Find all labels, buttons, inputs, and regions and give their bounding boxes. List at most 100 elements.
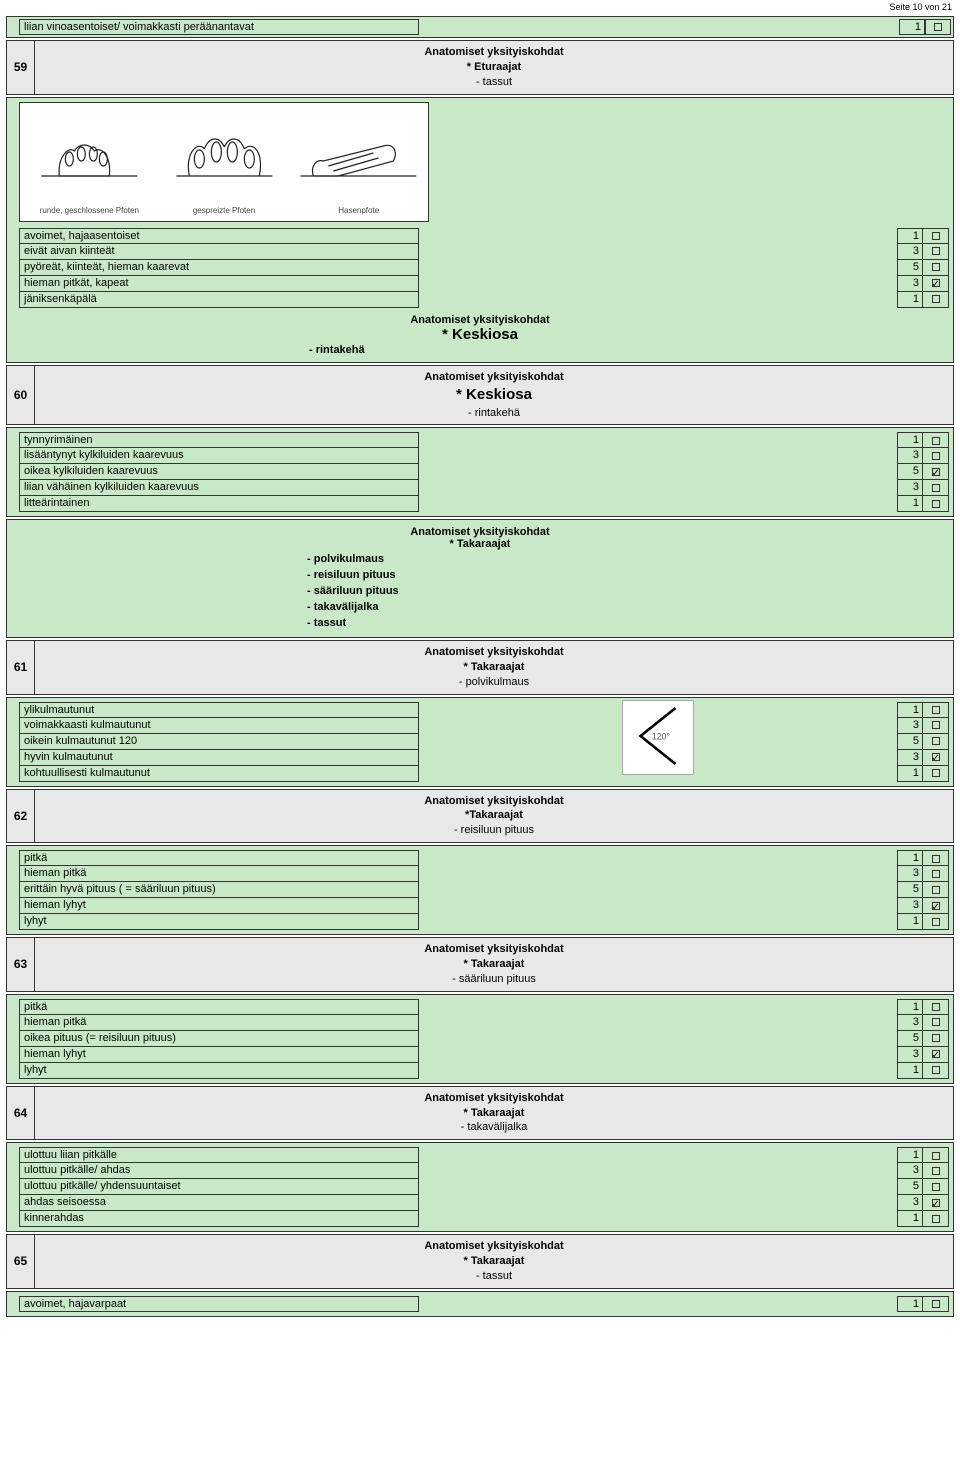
option-score: 5: [897, 1031, 923, 1047]
table-row: ahdas seisoessa3: [19, 1195, 949, 1211]
table-row: oikea pituus (= reisiluun pituus)5: [19, 1031, 949, 1047]
top-row: liian vinoasentoiset/ voimakkasti perään…: [6, 16, 954, 38]
section-title: Anatomiset yksityiskohdat* Eturaajat- ta…: [35, 41, 953, 94]
option-checkbox[interactable]: [923, 276, 949, 292]
option-label: kinnerahdas: [19, 1211, 419, 1227]
option-checkbox[interactable]: [923, 1147, 949, 1163]
option-checkbox[interactable]: [923, 480, 949, 496]
table-row: litteärintainen 1: [19, 496, 949, 512]
table-row: pitkä 1: [19, 999, 949, 1015]
option-score: 3: [897, 480, 923, 496]
option-checkbox[interactable]: [923, 999, 949, 1015]
option-score: 1: [897, 1147, 923, 1163]
option-checkbox[interactable]: [923, 260, 949, 276]
table-row: lyhyt1: [19, 1063, 949, 1079]
table-row: pitkä1: [19, 850, 949, 866]
option-label: lisääntynyt kylkiluiden kaarevuus: [19, 448, 419, 464]
option-score: 1: [897, 496, 923, 512]
option-score: 1: [897, 1296, 923, 1312]
section-body-63: pitkä1hieman pitkä3oikea pituus (= reisi…: [6, 994, 954, 1084]
option-label: erittäin hyvä pituus ( = sääriluun pituu…: [19, 882, 419, 898]
option-score: 5: [897, 464, 923, 480]
option-checkbox[interactable]: [923, 750, 949, 766]
option-checkbox[interactable]: [923, 1015, 949, 1031]
option-label: liian vähäinen kylkiluiden kaarevuus: [19, 480, 419, 496]
option-checkbox[interactable]: [923, 448, 949, 464]
option-checkbox[interactable]: [923, 292, 949, 308]
section-title: Anatomiset yksityiskohdat* Takaraajat- s…: [35, 938, 953, 991]
table-row: pyöreät, kiinteät, hieman kaarevat5: [19, 260, 949, 276]
option-checkbox[interactable]: [923, 734, 949, 750]
option-checkbox[interactable]: [923, 882, 949, 898]
option-label: avoimet, hajavarpaat: [19, 1296, 419, 1312]
option-checkbox[interactable]: [923, 898, 949, 914]
table-row: hieman lyhyt3: [19, 1047, 949, 1063]
option-checkbox[interactable]: [923, 1195, 949, 1211]
option-rows: ulottuu liian pitkälle1ulottuu pitkälle/…: [9, 1145, 951, 1229]
option-score: 1: [897, 1211, 923, 1227]
option-checkbox[interactable]: [923, 432, 949, 448]
table-row: hieman lyhyt3: [19, 898, 949, 914]
table-row: hieman pitkät, kapeat3: [19, 276, 949, 292]
section-header-62: 62Anatomiset yksityiskohdat*Takaraajat- …: [6, 789, 954, 844]
option-checkbox[interactable]: [923, 1047, 949, 1063]
top-row-checkbox[interactable]: [925, 19, 951, 35]
option-score: 1: [897, 292, 923, 308]
option-checkbox[interactable]: [923, 496, 949, 512]
option-checkbox[interactable]: [923, 1296, 949, 1312]
option-checkbox[interactable]: [923, 464, 949, 480]
section-body-60: tynnyrimäinen1lisääntynyt kylkiluiden ka…: [6, 427, 954, 517]
section-header-65: 65Anatomiset yksityiskohdat* Takaraajat-…: [6, 1234, 954, 1289]
option-label: ulottuu pitkälle/ ahdas: [19, 1163, 419, 1179]
option-score: 1: [897, 850, 923, 866]
section-body-62: pitkä1hieman pitkä3erittäin hyvä pituus …: [6, 845, 954, 935]
option-score: 1: [897, 766, 923, 782]
option-rows: pitkä1hieman pitkä3oikea pituus (= reisi…: [9, 997, 951, 1081]
option-score: 3: [897, 1047, 923, 1063]
option-label: ylikulmautunut: [19, 702, 419, 718]
table-row: lisääntynyt kylkiluiden kaarevuus 3: [19, 448, 949, 464]
option-label: lyhyt: [19, 1063, 419, 1079]
option-checkbox[interactable]: [923, 1179, 949, 1195]
section-title: Anatomiset yksityiskohdat* Takaraajat- t…: [35, 1235, 953, 1288]
table-row: kinnerahdas 1: [19, 1211, 949, 1227]
option-score: 1: [897, 999, 923, 1015]
option-label: litteärintainen: [19, 496, 419, 512]
option-score: 5: [897, 1179, 923, 1195]
svg-text:120°: 120°: [652, 731, 670, 741]
option-label: lyhyt: [19, 914, 419, 930]
option-score: 1: [897, 228, 923, 244]
option-checkbox[interactable]: [923, 718, 949, 734]
table-row: avoimet, hajaasentoiset1: [19, 228, 949, 244]
option-checkbox[interactable]: [923, 228, 949, 244]
option-label: pitkä: [19, 999, 419, 1015]
option-checkbox[interactable]: [923, 244, 949, 260]
option-checkbox[interactable]: [923, 866, 949, 882]
table-row: erittäin hyvä pituus ( = sääriluun pituu…: [19, 882, 949, 898]
option-rows: ylikulmautunut 1 voimakkaasti kulmautunut 3…: [9, 700, 951, 784]
option-score: 3: [897, 750, 923, 766]
option-score: 1: [897, 914, 923, 930]
option-checkbox[interactable]: [923, 1211, 949, 1227]
section-body-59: runde, geschlossene Pfotengespreizte Pfo…: [6, 97, 954, 364]
table-row: ylikulmautunut 1: [19, 702, 949, 718]
option-score: 1: [897, 702, 923, 718]
option-checkbox[interactable]: [923, 850, 949, 866]
section-title: Anatomiset yksityiskohdat* Keskiosa- rin…: [35, 366, 953, 424]
top-row-score: 1: [899, 19, 925, 35]
table-row: kohtuullisesti kulmautunut1: [19, 766, 949, 782]
option-score: 3: [897, 448, 923, 464]
option-label: voimakkaasti kulmautunut: [19, 718, 419, 734]
section-sub-header: Anatomiset yksityiskohdat* Keskiosa- rin…: [9, 310, 951, 361]
option-checkbox[interactable]: [923, 766, 949, 782]
option-checkbox[interactable]: [923, 1163, 949, 1179]
option-checkbox[interactable]: [923, 1031, 949, 1047]
option-rows: tynnyrimäinen1lisääntynyt kylkiluiden ka…: [9, 430, 951, 514]
option-checkbox[interactable]: [923, 702, 949, 718]
section-header-64: 64Anatomiset yksityiskohdat* Takaraajat-…: [6, 1086, 954, 1141]
option-label: pyöreät, kiinteät, hieman kaarevat: [19, 260, 419, 276]
angle-icon: 120°: [613, 734, 703, 750]
option-checkbox[interactable]: [923, 1063, 949, 1079]
inter-section-header: Anatomiset yksityiskohdat* Takaraajat- p…: [6, 519, 954, 638]
option-checkbox[interactable]: [923, 914, 949, 930]
